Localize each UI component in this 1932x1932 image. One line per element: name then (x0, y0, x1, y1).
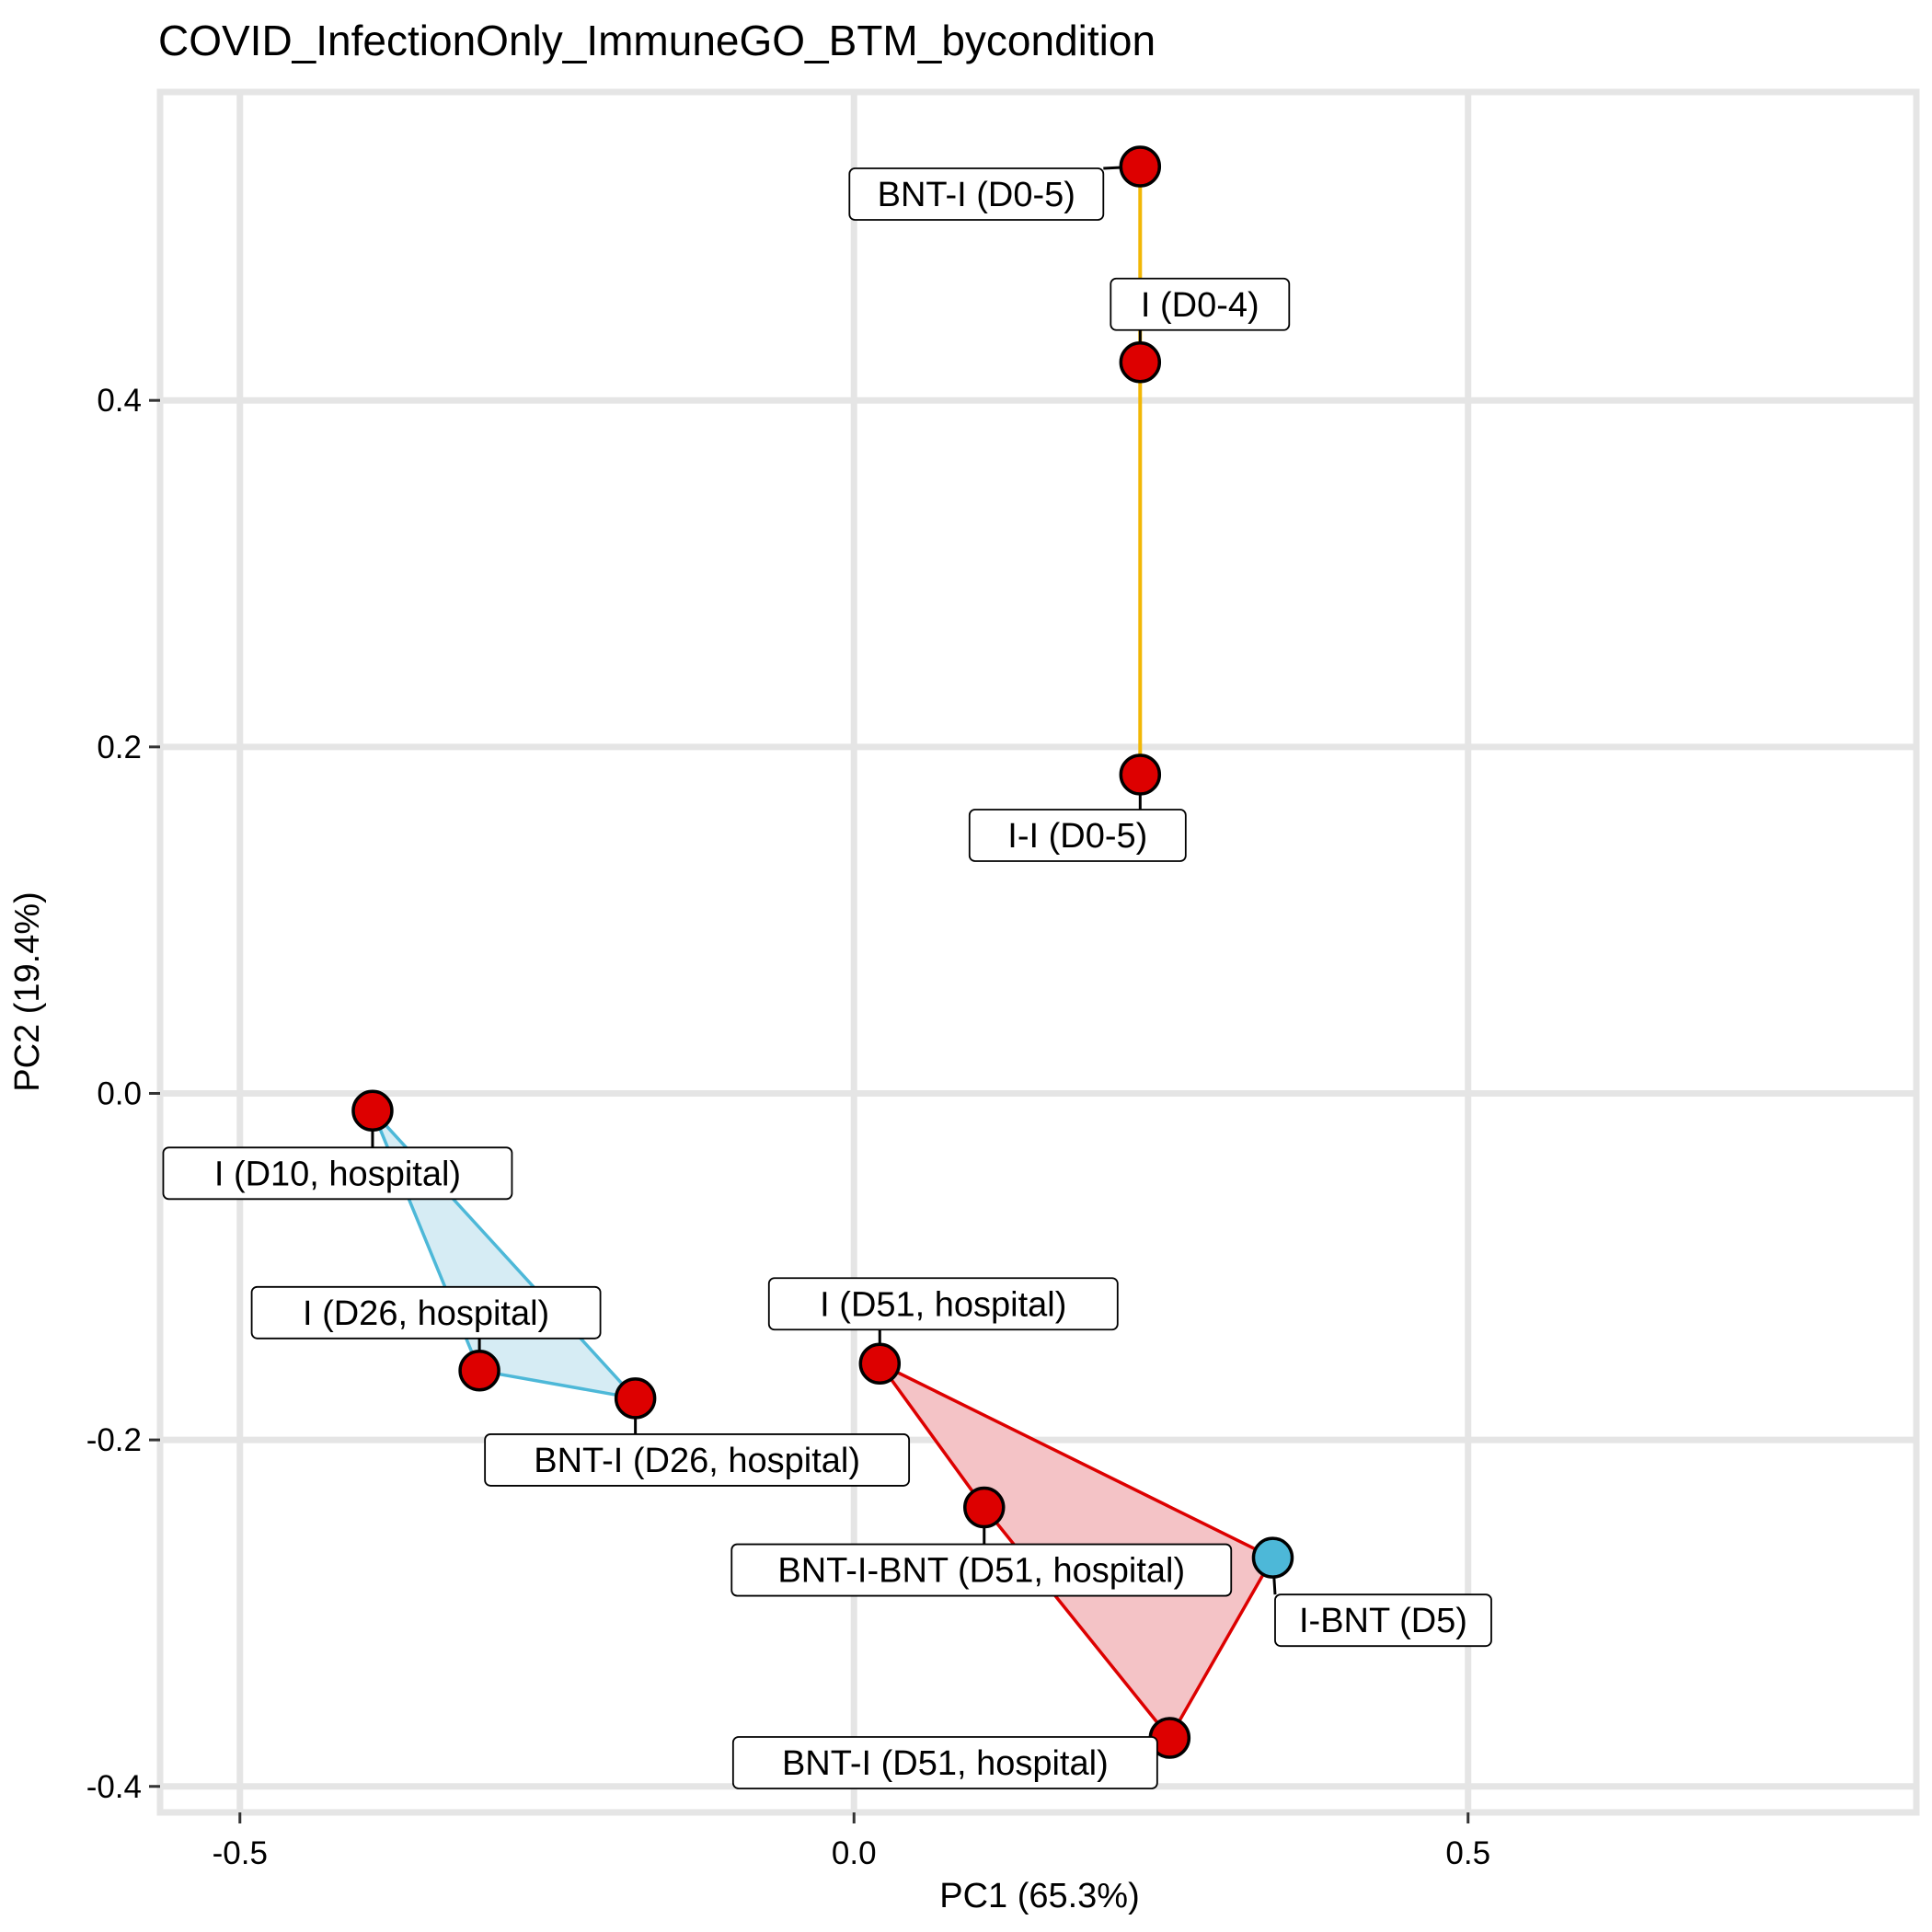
point-label-box (848, 167, 1105, 221)
point-label-box (162, 1146, 513, 1201)
point-label-text: I (D26, hospital) (303, 1294, 549, 1333)
point-label: BNT-I (D26, hospital) (484, 1433, 911, 1487)
data-point (1119, 753, 1162, 796)
y-tick-label: 0.0 (97, 1075, 142, 1111)
x-tick-label: 0.0 (832, 1835, 877, 1871)
point-label-box (1110, 277, 1291, 331)
point-label: BNT-I-BNT (D51, hospital) (730, 1543, 1233, 1597)
data-points (351, 145, 1294, 1759)
data-point (614, 1377, 657, 1420)
point-label: I-BNT (D5) (1274, 1593, 1492, 1648)
x-axis-ticks: -0.5 0.0 0.5 (213, 1812, 1490, 1871)
point-label-text: I-BNT (D5) (1299, 1602, 1467, 1640)
data-point (458, 1350, 500, 1392)
point-label-text: BNT-I (D0-5) (878, 176, 1075, 214)
x-tick-label: 0.5 (1445, 1835, 1490, 1871)
plot-panel: BNT-I (D0-5) I (D0-4) I-I (D0-5) I (D10, ho… (156, 88, 1920, 1816)
chart-title: COVID_InfectionOnly_ImmuneGO_BTM_bycondi… (158, 17, 1156, 64)
y-tick-label: 0.4 (97, 383, 142, 419)
point-label: BNT-I (D0-5) (848, 167, 1105, 221)
point-label-box (767, 1277, 1119, 1331)
point-label-text: BNT-I (D26, hospital) (534, 1442, 860, 1480)
point-label-text: I (D51, hospital) (820, 1285, 1066, 1324)
point-label: BNT-I (D51, hospital) (731, 1736, 1158, 1789)
point-label: I (D0-4) (1110, 277, 1291, 331)
point-label-box (731, 1736, 1158, 1789)
y-axis-title: PC2 (19.4%) (8, 891, 47, 1092)
point-label-text: I (D0-4) (1141, 286, 1259, 325)
data-point (858, 1342, 902, 1386)
point-label-box (730, 1543, 1233, 1597)
x-axis-title: PC1 (65.3%) (939, 1877, 1140, 1915)
data-point (1119, 341, 1162, 384)
point-label: I (D51, hospital) (767, 1277, 1119, 1331)
point-label-box (484, 1433, 911, 1487)
y-tick-label: -0.4 (86, 1769, 142, 1805)
point-label-text: BNT-I (D51, hospital) (782, 1744, 1109, 1783)
point-label-box (1274, 1593, 1492, 1648)
data-point (1251, 1536, 1294, 1579)
data-point (1119, 145, 1162, 188)
point-label: I (D26, hospital) (250, 1285, 602, 1340)
data-point (351, 1089, 394, 1133)
y-tick-label: -0.2 (86, 1422, 142, 1458)
point-label-text: BNT-I-BNT (D51, hospital) (777, 1552, 1185, 1591)
point-label-box (250, 1285, 602, 1340)
point-labels: BNT-I (D0-5) I (D0-4) I-I (D0-5) I (D10, ho… (162, 167, 1492, 1789)
data-point (963, 1486, 1006, 1529)
point-label: I-I (D0-5) (968, 809, 1187, 862)
x-tick-label: -0.5 (213, 1835, 268, 1871)
point-label-text: I-I (D0-5) (1007, 817, 1147, 856)
point-label-text: I (D10, hospital) (214, 1155, 461, 1193)
point-label: I (D10, hospital) (162, 1146, 513, 1201)
point-label-box (968, 809, 1187, 862)
y-axis-ticks: -0.4 -0.2 0.0 0.2 0.4 (86, 383, 160, 1805)
y-tick-label: 0.2 (97, 730, 142, 765)
